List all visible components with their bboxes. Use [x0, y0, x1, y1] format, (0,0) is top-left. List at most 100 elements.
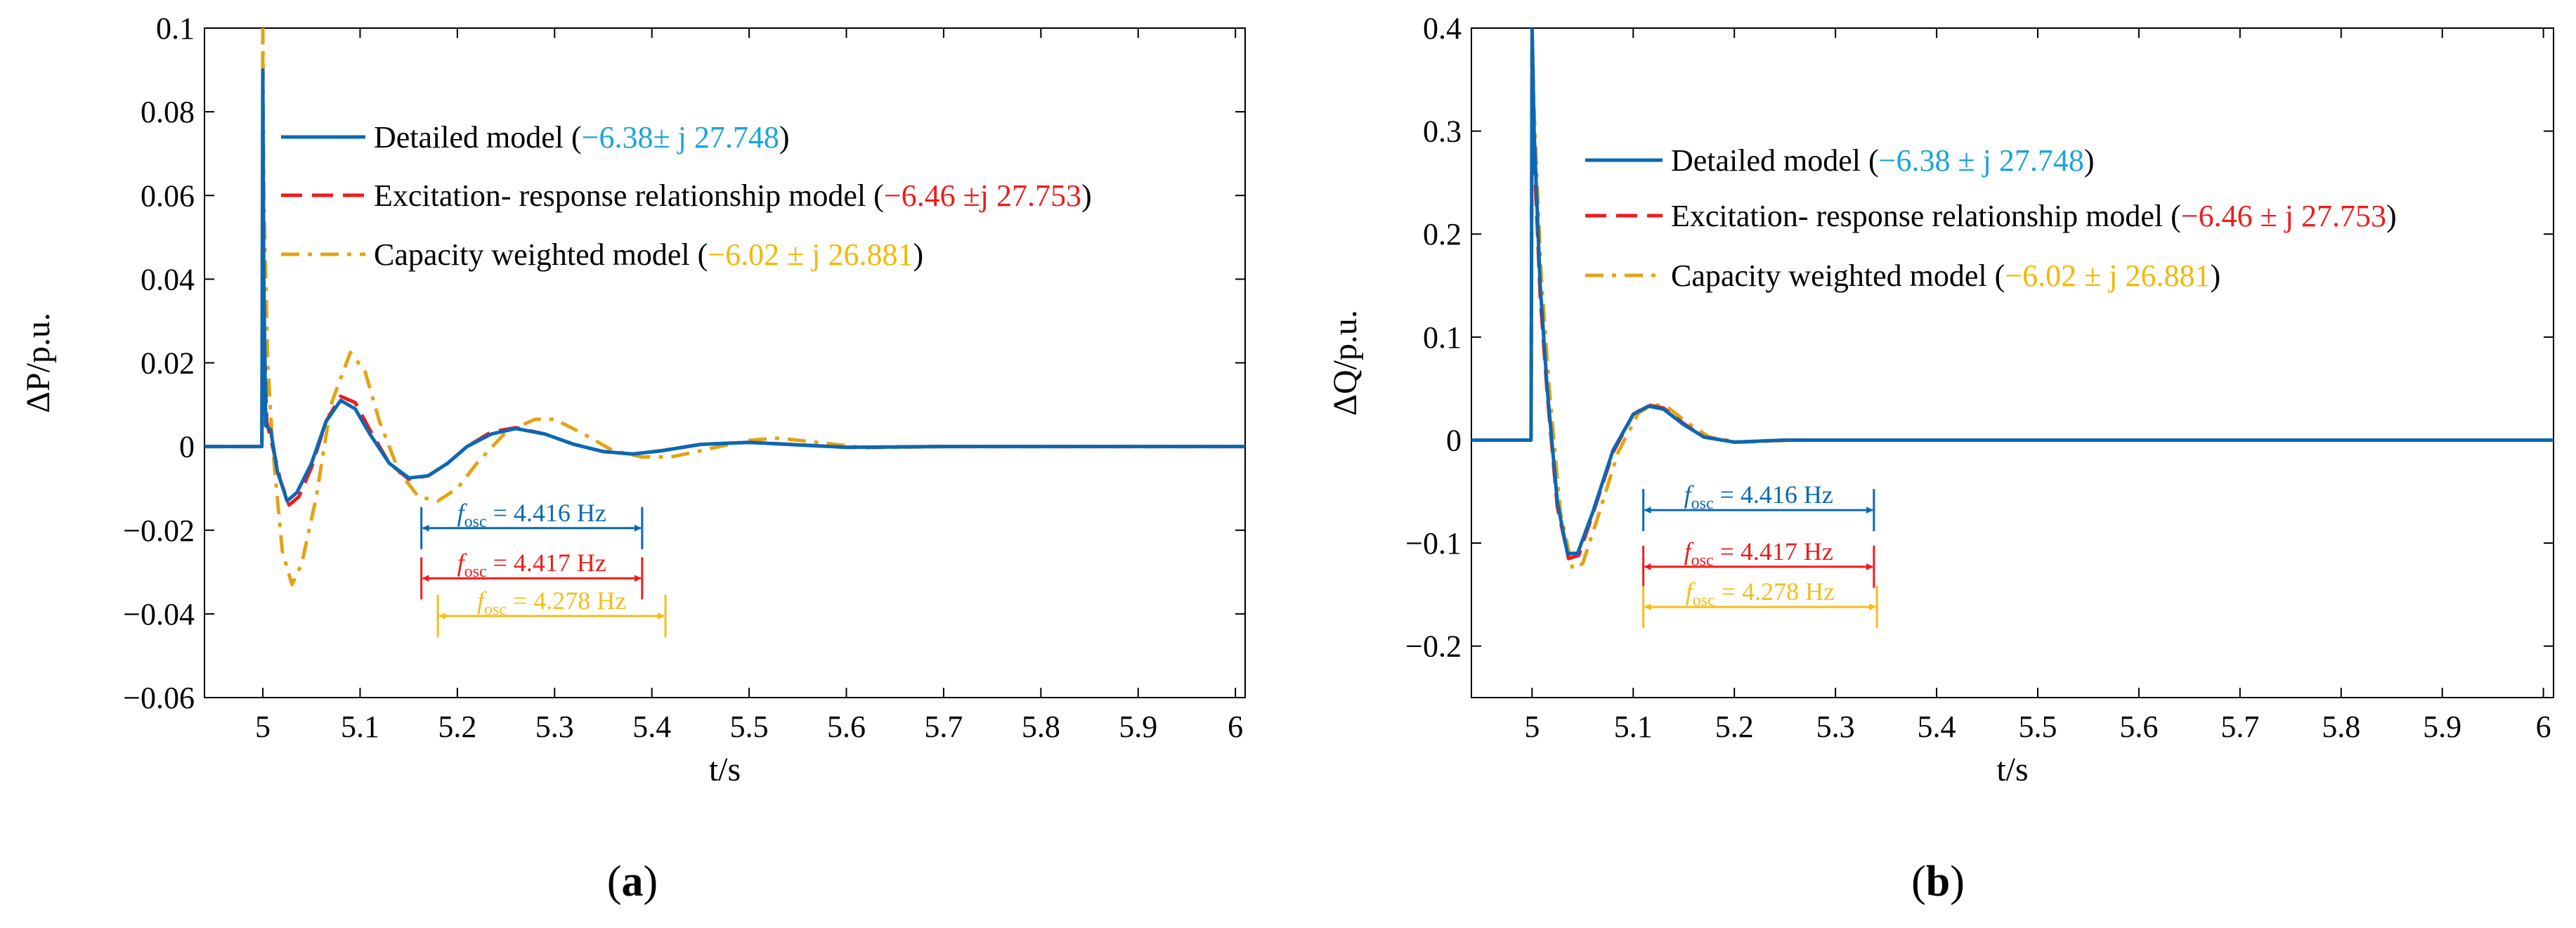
legend-name: Excitation- response relationship model [1671, 199, 2171, 233]
legend-eigenvalue: −6.46 ±j 27.753 [884, 178, 1081, 213]
legend-entry: Excitation- response relationship model … [374, 178, 1092, 213]
y-tick-label: 0 [1446, 423, 1462, 457]
legend-paren-open: ( [571, 120, 582, 155]
series-line-dashed [1471, 46, 2554, 561]
legend-paren-open: ( [2171, 199, 2181, 233]
x-tick-label: 5.7 [924, 710, 963, 744]
series-line-dashdot [204, 28, 1245, 587]
legend-paren-open: ( [1868, 143, 1879, 178]
annotation-label: fosc = 4.416 Hz [457, 499, 606, 531]
x-tick-label: 5.9 [1119, 710, 1157, 744]
x-tick-label: 5 [1524, 710, 1540, 744]
legend-name: Excitation- response relationship model [374, 178, 873, 213]
annotation-sub: osc [1693, 592, 1715, 610]
annotation-sub: osc [484, 601, 507, 619]
annotation-value: = 4.417 Hz [1714, 537, 1833, 566]
legend-paren-open: ( [698, 237, 708, 272]
panel-label-paren-close: ) [644, 858, 658, 906]
x-tick-label: 5.7 [2220, 710, 2259, 744]
x-tick-label: 5.3 [1816, 710, 1855, 744]
series-group [204, 28, 1245, 587]
y-axis-label: ΔP/p.u. [20, 313, 57, 413]
y-tick-label: 0.08 [141, 95, 195, 129]
legend-paren-open: ( [873, 178, 884, 213]
plot-area [1471, 27, 2554, 698]
annotation-sub: osc [464, 513, 487, 531]
legend-name: Capacity weighted model [374, 237, 698, 272]
legend-eigenvalue: −6.02 ± j 26.881 [708, 237, 913, 272]
panel-label: (a) [607, 858, 658, 906]
legend-paren-close: ) [2211, 259, 2221, 293]
legend-entry: Capacity weighted model (−6.02 ± j 26.88… [1671, 259, 2220, 293]
legend-paren-open: ( [1995, 259, 2005, 293]
y-tick-label: −0.2 [1405, 629, 1462, 664]
legend-name: Capacity weighted model [1671, 259, 1995, 293]
panel-label-letter: a [622, 858, 644, 906]
legend-name: Detailed model [1671, 143, 1868, 178]
x-tick-label: 5.6 [2119, 710, 2158, 744]
y-tick-label: 0.4 [1423, 11, 1462, 46]
series-line-solid [1471, 28, 2554, 556]
x-tick-label: 5.3 [535, 710, 574, 744]
annotation-value: = 4.278 Hz [1715, 577, 1835, 606]
legend-entry: Excitation- response relationship model … [1671, 199, 2397, 233]
annotation-value: = 4.416 Hz [487, 499, 606, 527]
x-tick-label: 5.4 [632, 710, 671, 744]
x-tick-label: 5.2 [1715, 710, 1754, 744]
panel-a-chart: 5 5.1 5.2 5.3 5.4 5.5 5.6 5.7 5.8 5.9 6 −0.06 −0.04 −… [20, 11, 1246, 906]
panel-label-paren-open: ( [1911, 858, 1926, 906]
x-tick-label: 5.4 [1918, 710, 1956, 744]
x-tick-label: 5.2 [438, 710, 476, 744]
annotation-label: fosc = 4.417 Hz [457, 549, 606, 581]
panel-label: (b) [1911, 858, 1965, 906]
panel-label-letter: b [1926, 858, 1950, 906]
annotation-label: fosc = 4.278 Hz [477, 587, 626, 619]
y-tick-label: −0.06 [123, 681, 195, 715]
y-tick-label: −0.02 [123, 514, 195, 548]
y-tick-label: −0.04 [123, 597, 195, 632]
legend-paren-close: ) [2386, 199, 2397, 233]
annotation-sub: osc [1691, 495, 1714, 513]
legend-entry: Detailed model (−6.38 ± j 27.748) [1671, 143, 2095, 178]
y-axis-label: ΔQ/p.u. [1327, 310, 1364, 416]
annotation-value: = 4.416 Hz [1714, 481, 1833, 509]
x-tick-label: 5.5 [730, 710, 769, 744]
x-tick-label: 5.8 [2322, 710, 2360, 744]
x-axis-label: t/s [1996, 751, 2028, 788]
x-axis-label: t/s [709, 751, 741, 788]
y-tick-label: 0.2 [1423, 217, 1462, 251]
legend-paren-close: ) [1081, 178, 1092, 213]
y-tick-label: 0 [179, 430, 195, 464]
legend-eigenvalue: −6.38 ± j 27.748 [1879, 143, 2084, 178]
x-tick-label: 6 [1228, 710, 1243, 744]
panel-b-chart: 5 5.1 5.2 5.3 5.4 5.5 5.6 5.7 5.8 5.9 6 −0.2 −0.1 0 0.… [1327, 11, 2554, 906]
legend-name: Detailed model [374, 120, 571, 155]
panel-label-paren-close: ) [1950, 858, 1965, 906]
y-tick-label: 0.02 [141, 346, 195, 381]
legend-entry: Detailed model (−6.38± j 27.748) [374, 120, 790, 155]
series-line-solid [204, 68, 1245, 503]
y-tick-label: 0.3 [1423, 115, 1462, 149]
series-line-dashdot [1471, 28, 2554, 571]
legend-eigenvalue: −6.46 ± j 27.753 [2181, 199, 2386, 233]
legend-eigenvalue: −6.38± j 27.748 [582, 120, 779, 155]
y-tick-label: 0.1 [1423, 320, 1462, 355]
legend-entry: Capacity weighted model (−6.02 ± j 26.88… [374, 237, 923, 272]
y-tick-label: 0.1 [156, 11, 195, 46]
y-tick-label: −0.1 [1405, 526, 1462, 561]
panel-label-paren-open: ( [607, 858, 622, 906]
annotation-sub: osc [1691, 551, 1714, 570]
x-tick-label: 6 [2536, 710, 2551, 744]
x-tick-label: 5.1 [341, 710, 379, 744]
annotation-value: = 4.417 Hz [487, 549, 606, 577]
series-group [1471, 28, 2554, 571]
legend-paren-close: ) [779, 120, 790, 155]
legend-eigenvalue: −6.02 ± j 26.881 [2005, 259, 2210, 293]
annotation-label: fosc = 4.417 Hz [1684, 537, 1833, 570]
x-tick-label: 5.8 [1022, 710, 1060, 744]
x-tick-label: 5.1 [1614, 710, 1653, 744]
y-tick-label: 0.06 [141, 178, 195, 213]
annotation-value: = 4.278 Hz [507, 587, 626, 615]
annotation-sub: osc [464, 563, 487, 581]
